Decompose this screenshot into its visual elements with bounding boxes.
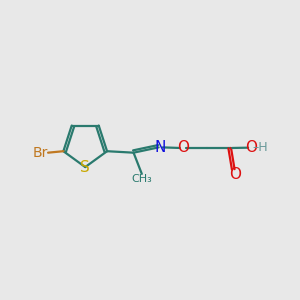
Text: –H: –H (252, 141, 268, 154)
Text: O: O (177, 140, 189, 155)
Text: O: O (245, 140, 257, 155)
Text: N: N (154, 140, 166, 154)
Text: S: S (80, 160, 90, 175)
Text: O: O (229, 167, 241, 182)
Text: CH₃: CH₃ (131, 174, 152, 184)
Text: Br: Br (33, 146, 48, 160)
